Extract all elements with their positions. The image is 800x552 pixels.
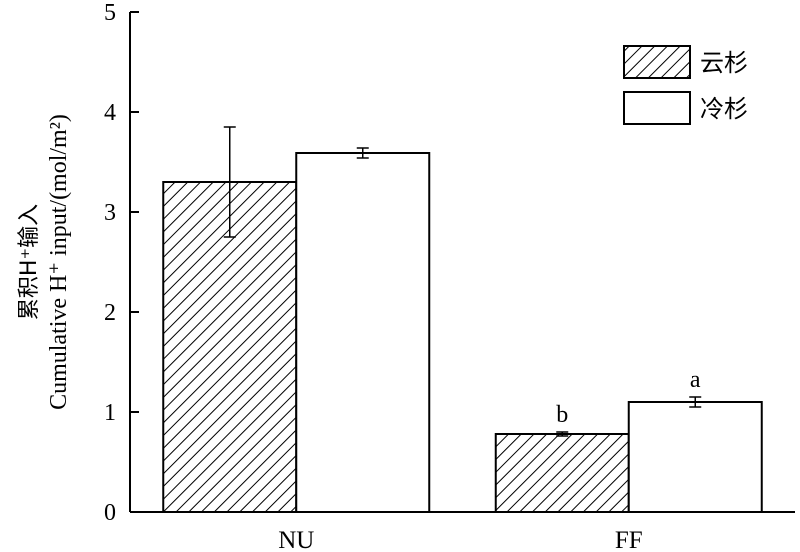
significance-label: a	[690, 367, 701, 393]
y-axis-title-en: Cumulative H⁺ input/(mol/m²)	[46, 114, 72, 410]
bar	[494, 433, 630, 513]
x-tick-label: NU	[278, 527, 314, 552]
legend-swatch	[623, 91, 691, 125]
significance-label: b	[556, 402, 568, 428]
y-tick-label: 2	[104, 300, 116, 326]
y-axis-title: 累积H⁺输入 Cumulative H⁺ input/(mol/m²)	[17, 114, 72, 410]
y-tick-label: 1	[104, 400, 116, 426]
bars	[162, 126, 763, 513]
bar	[627, 401, 763, 513]
y-tick-label: 4	[104, 100, 116, 126]
legend-label: 云杉	[700, 49, 748, 77]
y-axis-title-cn: 累积H⁺输入	[17, 204, 42, 320]
x-tick-label: FF	[615, 527, 643, 552]
legend-label: 冷杉	[700, 95, 748, 123]
legend-swatch	[623, 45, 691, 79]
labels: 0 1 2 3 4 5 NU b a FF	[104, 0, 701, 552]
y-tick-label: 5	[104, 0, 116, 26]
y-tick-label: 3	[104, 200, 116, 226]
bar	[295, 152, 431, 513]
y-tick-label: 0	[104, 500, 116, 526]
